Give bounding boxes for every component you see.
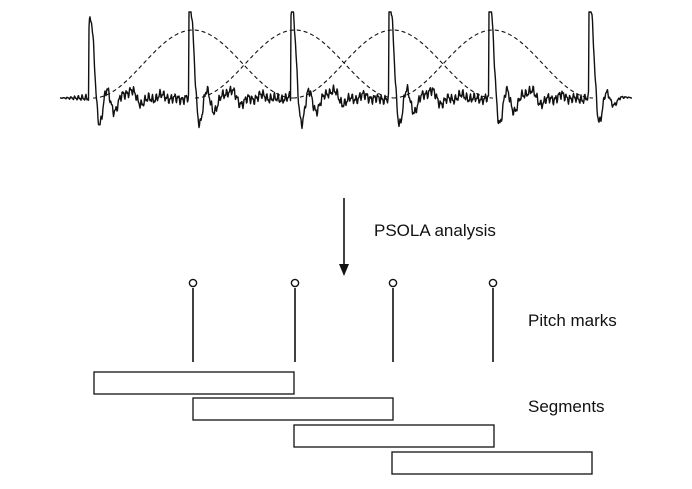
segments-label: Segments — [528, 397, 605, 416]
analysis-window — [92, 29, 294, 99]
analysis-window — [292, 29, 494, 99]
pitch-mark-head — [488, 278, 498, 288]
speech-waveform — [59, 11, 633, 130]
arrow-head — [339, 264, 349, 276]
analysis-windows — [92, 29, 594, 99]
pitch-marks-label: Pitch marks — [528, 311, 617, 330]
segments — [93, 371, 593, 475]
waveform-trace — [59, 11, 633, 130]
pitch-mark-head — [290, 278, 300, 288]
pitch-marks — [188, 278, 498, 362]
segment-box — [391, 451, 593, 475]
segment-box — [93, 371, 295, 395]
analysis-label: PSOLA analysis — [374, 221, 496, 240]
segment-box — [192, 397, 394, 421]
analysis-arrow — [339, 198, 349, 276]
pitch-mark-head — [388, 278, 398, 288]
analysis-window — [194, 29, 396, 99]
analysis-window — [392, 29, 594, 99]
pitch-mark-head — [188, 278, 198, 288]
segment-box — [293, 424, 495, 448]
